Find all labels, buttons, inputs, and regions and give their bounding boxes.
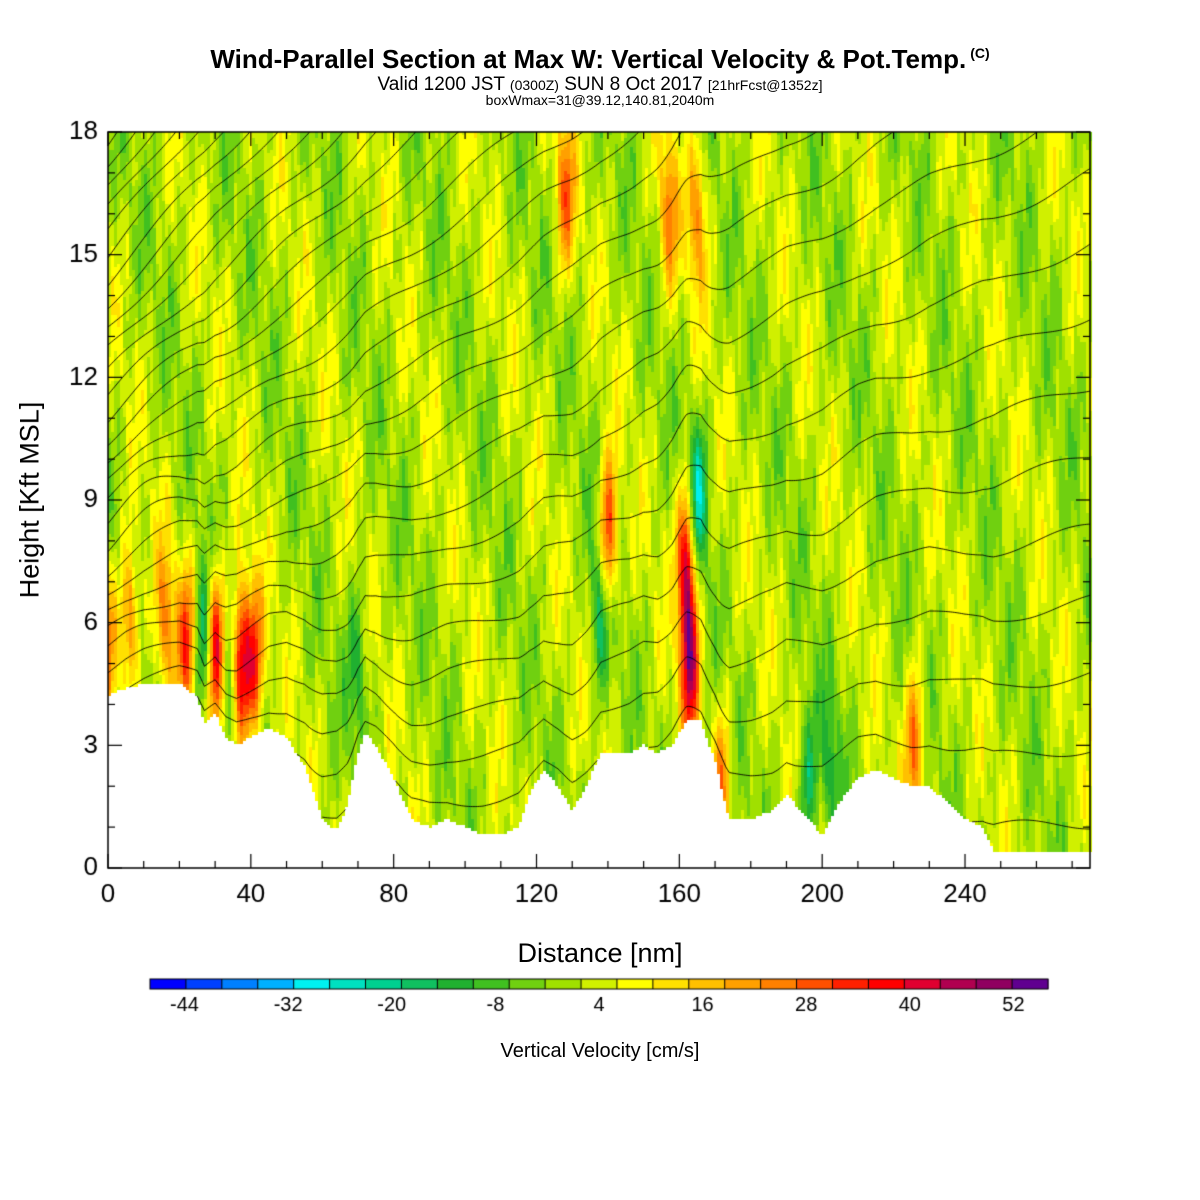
y-axis-label: Height [Kft MSL]	[14, 401, 45, 599]
forecast-info: [21hrFcst@1352z]	[707, 77, 823, 93]
x-axis-label: Distance [nm]	[517, 938, 683, 968]
copyright-mark: (C)	[970, 45, 990, 62]
utc-time: (0300Z)	[509, 77, 559, 93]
chart-title: Wind-Parallel Section at Max W: Vertical…	[210, 44, 990, 74]
chart-subtitle: Valid 1200 JST (0300Z) SUN 8 Oct 2017 [2…	[377, 74, 823, 95]
colorbar-label: Vertical Velocity [cm/s]	[500, 1040, 700, 1062]
box-wmax-info: boxWmax=31@39.12,140.81,2040m	[485, 92, 715, 108]
